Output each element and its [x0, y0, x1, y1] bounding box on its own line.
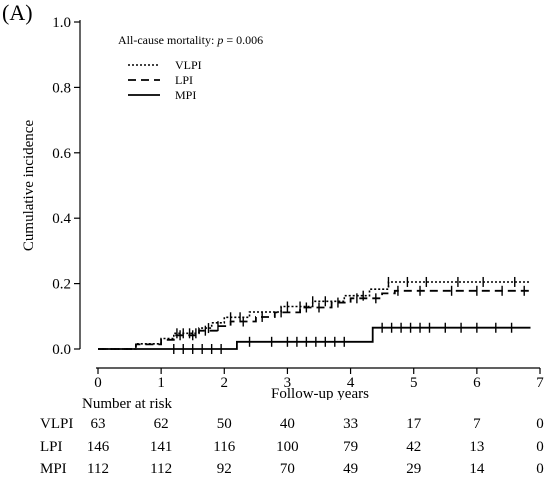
x-tick-label: 6	[473, 375, 481, 391]
risk-table-title: Number at risk	[82, 396, 172, 412]
risk-cell: 92	[216, 461, 232, 477]
series-lpi	[98, 285, 531, 350]
risk-cell: 112	[150, 461, 173, 477]
y-tick-label: 1.0	[52, 15, 71, 31]
annotation-prefix: All-cause mortality:	[118, 33, 217, 47]
risk-cell: 112	[87, 461, 109, 477]
series-line-mpi	[98, 326, 531, 350]
risk-cell: 7	[473, 416, 481, 432]
x-tick-label: 2	[221, 375, 229, 391]
series-vlpi	[98, 276, 531, 350]
risk-cell: 100	[276, 439, 299, 455]
risk-cell: 70	[279, 461, 295, 477]
risk-cell: 29	[406, 461, 422, 477]
risk-cell: 33	[343, 416, 359, 432]
risk-cell: 42	[406, 439, 422, 455]
p-value-annotation: All-cause mortality: p = 0.006	[118, 33, 263, 47]
y-tick-label: 0.2	[52, 277, 71, 293]
x-tick-label: 4	[347, 375, 355, 391]
risk-cell: 14	[469, 461, 485, 477]
legend-label-vlpi: VLPI	[175, 58, 202, 72]
x-tick-label: 7	[536, 375, 544, 391]
series-mpi	[98, 322, 531, 354]
y-axis-label: Cumulative incidence	[21, 120, 37, 252]
x-axis-label: Follow-up years	[271, 386, 369, 400]
y-tick-label: 0.6	[52, 146, 71, 162]
y-tick-label: 0.4	[52, 211, 71, 227]
risk-cell: 146	[86, 439, 110, 455]
y-tick-label: 0.0	[52, 342, 71, 358]
risk-cell: 141	[149, 439, 173, 455]
risk-cell: 0	[536, 461, 544, 477]
risk-cell: 0	[536, 416, 544, 432]
y-tick-label: 0.8	[52, 80, 71, 96]
risk-cell: 79	[343, 439, 359, 455]
risk-cell: 50	[216, 416, 232, 432]
risk-cell: 116	[213, 439, 236, 455]
x-tick-label: 5	[410, 375, 418, 391]
axes: 0.0 0.2 0.4 0.6 0.8 1.0 0 1 2 3 4 5 6 7 Follow-up year…	[21, 15, 544, 400]
km-chart: 0.0 0.2 0.4 0.6 0.8 1.0 0 1 2 3 4 5 6 7 Follow-up year…	[21, 15, 544, 400]
risk-cell: 0	[536, 439, 544, 455]
risk-cell: 63	[90, 416, 106, 432]
x-tick-label: 3	[284, 375, 292, 391]
risk-row-label: LPI	[40, 439, 63, 455]
risk-cell: 13	[469, 439, 485, 455]
risk-row-label: MPI	[40, 461, 67, 477]
risk-row-label: VLPI	[40, 416, 74, 432]
annotation-p: p	[216, 33, 223, 47]
legend-label-mpi: MPI	[175, 88, 196, 102]
annotation-suffix: = 0.006	[223, 33, 263, 47]
risk-cell: 49	[343, 461, 359, 477]
series-line-vlpi	[98, 281, 531, 350]
series-line-lpi	[98, 289, 531, 350]
risk-cell: 17	[406, 416, 422, 432]
x-tick-label: 1	[157, 375, 165, 391]
series-group	[98, 276, 531, 354]
risk-cell: 40	[279, 416, 295, 432]
x-tick-label: 0	[94, 375, 102, 391]
panel-label: (A)	[2, 0, 33, 25]
risk-cell: 62	[153, 416, 169, 432]
legend-label-lpi: LPI	[175, 73, 193, 87]
